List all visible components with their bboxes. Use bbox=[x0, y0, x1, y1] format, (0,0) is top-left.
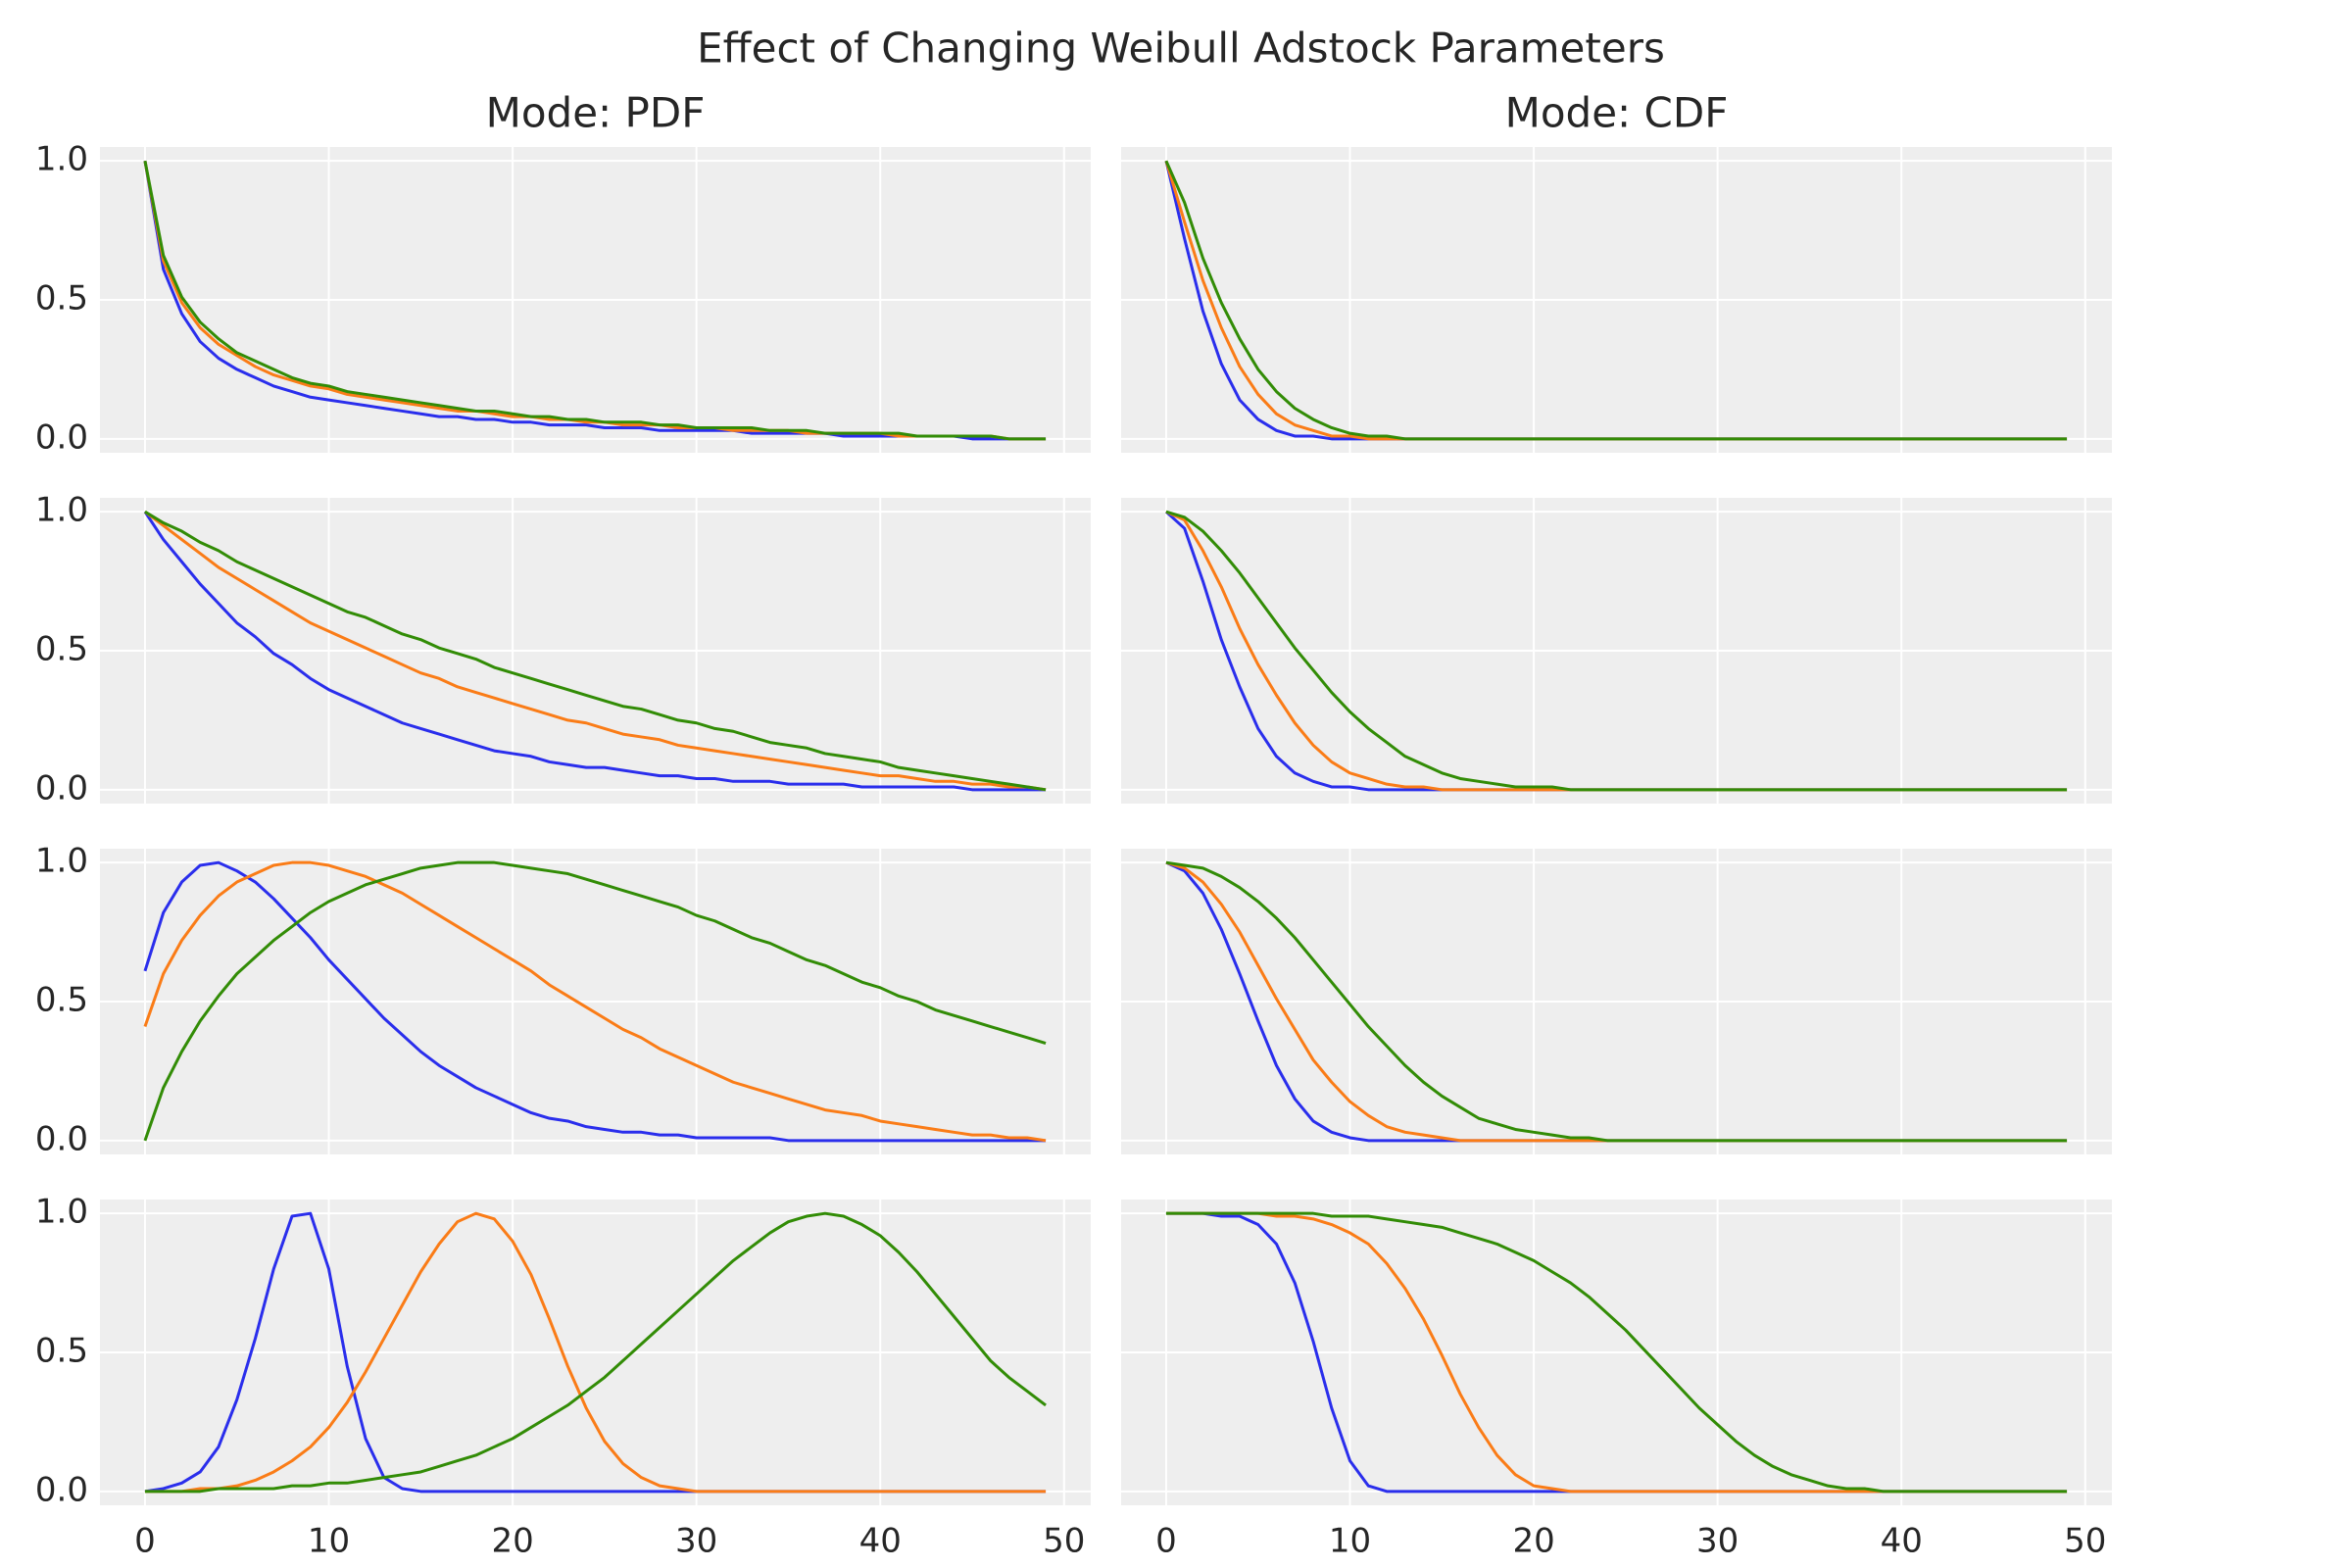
x-tick-label: 40 bbox=[859, 1522, 902, 1561]
x-tick-label: 50 bbox=[1043, 1522, 1085, 1561]
series-line bbox=[143, 160, 1047, 441]
y-tick-label: 1.0 bbox=[35, 491, 88, 530]
x-tick-label: 10 bbox=[308, 1522, 350, 1561]
x-tick-label: 30 bbox=[1696, 1522, 1739, 1561]
subplot: 0.0 0.5 1.0 bbox=[35, 491, 1091, 808]
subplot: 0 10 20 30 40 50 0.0 0.5 1.0 bbox=[35, 1193, 1091, 1561]
series-line bbox=[1165, 510, 2068, 792]
subplot: 0.0 0.5 1.0 bbox=[35, 842, 1091, 1158]
x-tick-label: 50 bbox=[2064, 1522, 2106, 1561]
subplot bbox=[1121, 849, 2112, 1154]
y-tick-label: 0.5 bbox=[35, 1332, 88, 1371]
series-line bbox=[1165, 1211, 2068, 1494]
series-line bbox=[143, 860, 1047, 1142]
subplot-title: Mode: PDF bbox=[486, 89, 706, 137]
series-line bbox=[144, 510, 1047, 792]
y-tick-label: 0.5 bbox=[35, 279, 88, 318]
x-tick-label: 10 bbox=[1329, 1522, 1371, 1561]
series-line bbox=[144, 1211, 1047, 1494]
subplot: Mode: CDF bbox=[1121, 89, 2112, 453]
series-line bbox=[144, 510, 1047, 792]
subplot bbox=[1121, 498, 2112, 804]
x-tick-label: 20 bbox=[491, 1522, 533, 1561]
series-line bbox=[143, 860, 1047, 1143]
y-tick-label: 0.0 bbox=[35, 1470, 88, 1509]
x-tick-label: 0 bbox=[1155, 1522, 1177, 1561]
y-tick-label: 1.0 bbox=[35, 140, 88, 179]
x-tick-label: 30 bbox=[675, 1522, 717, 1561]
series-line bbox=[1165, 860, 2068, 1143]
y-tick-label: 0.5 bbox=[35, 630, 88, 669]
series-line bbox=[143, 511, 1047, 792]
subplot-title: Mode: CDF bbox=[1505, 89, 1729, 137]
series-line bbox=[1164, 160, 2068, 441]
figure-title: Effect of Changing Weibull Adstock Param… bbox=[697, 24, 1665, 73]
series-line bbox=[143, 860, 1047, 1143]
y-tick-label: 0.0 bbox=[35, 768, 88, 808]
y-tick-label: 1.0 bbox=[35, 1193, 88, 1232]
y-tick-label: 0.0 bbox=[35, 1119, 88, 1158]
y-tick-label: 0.0 bbox=[35, 417, 88, 457]
y-tick-label: 1.0 bbox=[35, 842, 88, 881]
x-tick-label: 20 bbox=[1512, 1522, 1554, 1561]
series-line bbox=[144, 1211, 1047, 1494]
y-tick-label: 0.5 bbox=[35, 981, 88, 1020]
x-tick-label: 40 bbox=[1881, 1522, 1923, 1561]
subplot: 0.0 0.5 1.0 Mode: PDF bbox=[35, 89, 1091, 457]
x-tick-label: 0 bbox=[134, 1522, 156, 1561]
subplot: 0 10 20 30 40 50 bbox=[1121, 1200, 2112, 1561]
